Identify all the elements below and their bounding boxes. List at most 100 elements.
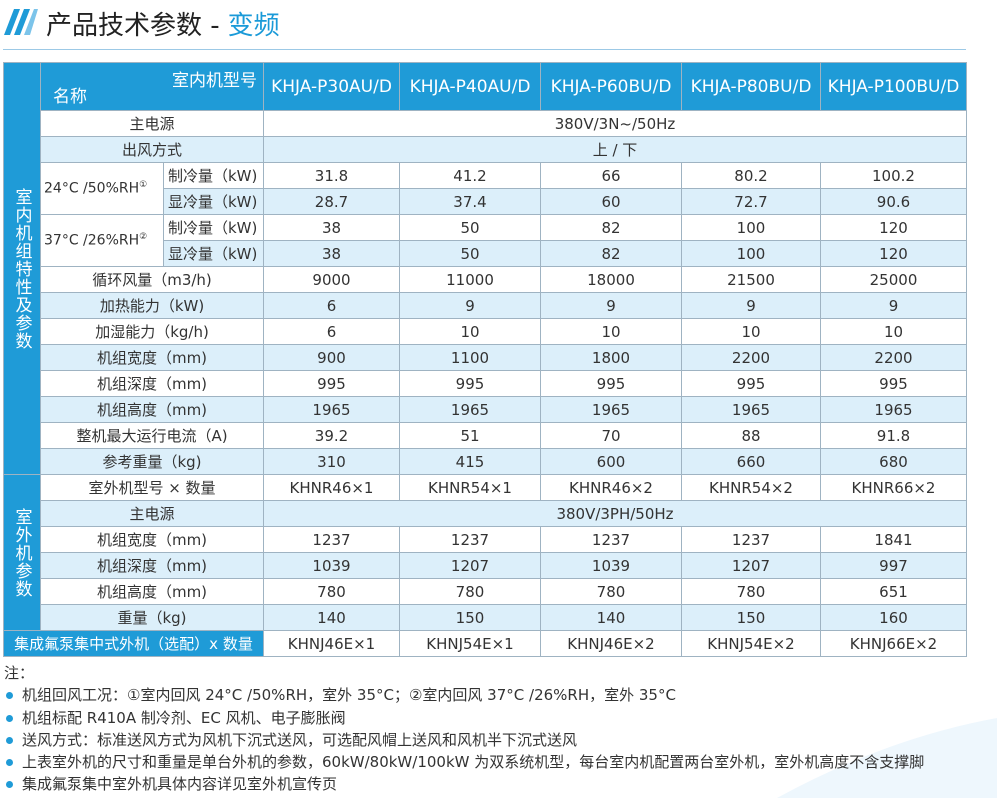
cell-value: KHNR54×1 (399, 474, 541, 501)
cell-value: 380V/3N~/50Hz (263, 110, 967, 137)
cell-value: 1965 (681, 396, 821, 423)
cell-value: 21500 (681, 266, 821, 293)
subtitle: 变频 (227, 11, 280, 41)
header-row: 室内机组特性及参数 室内机型号 名称 KHJA-P30AU/D KHJA-P40AU/D… (3, 62, 967, 475)
corner-top: 室内机型号 (172, 71, 257, 91)
notes: 注： 机组回风工况：①室内回风 24°C /50%RH，室外 35°C；②室内回… (4, 662, 924, 796)
cell-value: 1237 (399, 526, 541, 553)
table-row: 重量（kg) 140 150 140 150 160 (4, 604, 967, 631)
cell-value: 1965 (399, 396, 541, 423)
row-label: 主电源 (40, 500, 264, 527)
row-label: 主电源 (40, 110, 264, 137)
cell-value: 1237 (540, 526, 682, 553)
condition-cell: 37°C /26%RH② (40, 214, 164, 267)
title-text: 产品技术参数 - (46, 11, 220, 41)
cell-value: 9 (820, 292, 967, 319)
cell-value: 10 (820, 318, 967, 345)
cell-value: KHNJ66E×2 (820, 630, 967, 657)
cell-value: 150 (399, 604, 541, 631)
cell-value: 1100 (399, 344, 541, 371)
row-label: 显冷量（kW) (163, 240, 264, 267)
cell-value: 120 (820, 214, 967, 241)
cell-value: 100 (681, 214, 821, 241)
cell-value: 1237 (263, 526, 400, 553)
cell-value: 1207 (399, 552, 541, 579)
cell-value: 140 (263, 604, 400, 631)
slash (24, 9, 38, 35)
cell-value: 10 (540, 318, 682, 345)
cell-value: 38 (263, 240, 400, 267)
header: 产品技术参数 - 变频 (0, 0, 997, 52)
cell-value: 82 (540, 240, 682, 267)
cell-value: 9 (399, 292, 541, 319)
row-label: 室外机型号 × 数量 (40, 474, 264, 501)
table-row: 室外机参数 室外机型号 × 数量 KHNR46×1 KHNR54×1 KHNR46×2 K… (3, 474, 967, 631)
cell-value: KHNJ54E×1 (399, 630, 541, 657)
cell-value: 6 (263, 292, 400, 319)
cell-value: 651 (820, 578, 967, 605)
table-row: 24°C /50%RH① 制冷量（kW) 31.8 41.2 66 80.2 100.2 (4, 162, 967, 215)
row-label: 整机最大运行电流（A) (40, 422, 264, 449)
cell-value: 1965 (540, 396, 682, 423)
cell-value: 80.2 (681, 162, 821, 189)
cell-value: 上 / 下 (263, 136, 967, 163)
decoration (777, 718, 997, 798)
note-item: 送风方式：标准送风方式为风机下沉式送风，可选配风帽上送风和风机半下沉式送风 (4, 729, 924, 751)
table-row: 机组高度（mm) 1965 1965 1965 1965 1965 (4, 396, 967, 423)
cell-value: 1207 (681, 552, 821, 579)
cell-value: 72.7 (681, 188, 821, 215)
table-row: 出风方式上 / 下 (4, 136, 967, 163)
cell-value: KHNR54×2 (681, 474, 821, 501)
condition-label: 24°C /50%RH (44, 180, 140, 197)
model-header: KHJA-P30AU/D (263, 62, 400, 111)
cell-value: 780 (263, 578, 400, 605)
cell-value: 2200 (820, 344, 967, 371)
model-header: KHJA-P80BU/D (681, 62, 821, 111)
cell-value: 82 (540, 214, 682, 241)
cell-value: 600 (540, 448, 682, 475)
cell-value: 6 (263, 318, 400, 345)
corner-bottom: 名称 (53, 87, 87, 107)
group-cell: 室外机参数 (3, 474, 41, 631)
cell-value: 660 (681, 448, 821, 475)
cell-value: 25000 (820, 266, 967, 293)
note-item: 集成氟泵集中室外机具体内容详见室外机宣传页 (4, 773, 924, 795)
cell-value: 1039 (263, 552, 400, 579)
table-row: 机组宽度（mm) 1237 1237 1237 1237 1841 (4, 526, 967, 553)
row-label: 重量（kg) (40, 604, 264, 631)
slash (14, 9, 30, 35)
cell-value: 2200 (681, 344, 821, 371)
condition-cell: 24°C /50%RH① (40, 162, 164, 215)
table-row: 37°C /26%RH② 制冷量（kW) 38 50 82 100 120 (4, 214, 967, 267)
divider (3, 49, 966, 50)
cell-value: 140 (540, 604, 682, 631)
cell-value: 41.2 (399, 162, 541, 189)
cell-value: 415 (399, 448, 541, 475)
cell-value: 9 (540, 292, 682, 319)
cell-value: 70 (540, 422, 682, 449)
spec-table: 室内机组特性及参数 室内机型号 名称 KHJA-P30AU/D KHJA-P40AU/D… (3, 62, 967, 657)
group-cell: 室内机组特性及参数 (3, 62, 41, 475)
cell-value: 780 (399, 578, 541, 605)
cell-value: 995 (681, 370, 821, 397)
table-row: 机组深度（mm) 995 995 995 995 995 (4, 370, 967, 397)
note-item: 上表室外机的尺寸和重量是单台外机的参数，60kW/80kW/100kW 为双系统… (4, 751, 924, 773)
cell-value: 10 (681, 318, 821, 345)
group-label: 室内机组特性及参数 (11, 187, 32, 350)
table-row: 参考重量（kg) 310 415 600 660 680 (4, 448, 967, 475)
cell-value: KHNR46×1 (263, 474, 400, 501)
cell-value: 310 (263, 448, 400, 475)
cell-value: 150 (681, 604, 821, 631)
condition-note: ② (139, 232, 148, 243)
cell-value: KHNJ46E×1 (263, 630, 400, 657)
cell-value: KHNR66×2 (820, 474, 967, 501)
condition-note: ① (139, 180, 148, 191)
cell-value: 18000 (540, 266, 682, 293)
row-label: 机组深度（mm) (40, 552, 264, 579)
cell-value: 28.7 (263, 188, 400, 215)
row-label: 制冷量（kW) (163, 214, 264, 241)
cell-value: 780 (540, 578, 682, 605)
row-label: 显冷量（kW) (163, 188, 264, 215)
